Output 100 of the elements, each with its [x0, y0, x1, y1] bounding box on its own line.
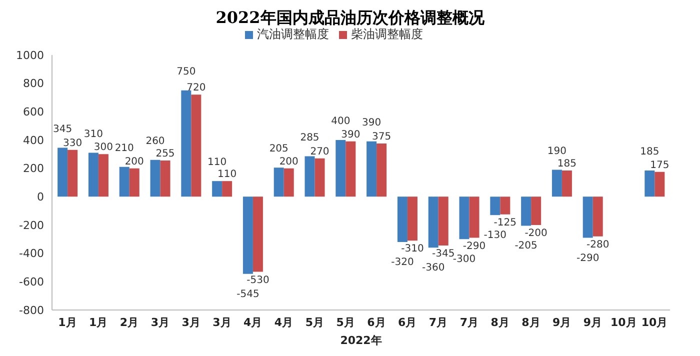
x-tick-label: 10月	[610, 316, 637, 329]
y-tick-label: 800	[23, 77, 44, 90]
x-tick-label: 4月	[244, 316, 262, 329]
data-label: 390	[362, 117, 382, 128]
x-tick-label: 7月	[460, 316, 478, 329]
data-label: 300	[94, 142, 114, 154]
data-label: 185	[557, 158, 577, 170]
bar	[469, 196, 480, 238]
x-tick-label: 1月	[58, 316, 77, 329]
bar	[160, 160, 170, 197]
bar	[274, 168, 284, 197]
data-label: 310	[84, 128, 104, 140]
data-label: -290	[462, 240, 486, 252]
legend-label: 汽油调整幅度	[257, 27, 329, 41]
y-tick-label: -800	[19, 304, 44, 317]
bar	[119, 166, 130, 197]
bar	[222, 181, 232, 197]
data-label: -200	[524, 228, 548, 239]
bar	[438, 196, 448, 246]
data-label: 345	[53, 124, 72, 135]
data-label: -125	[494, 217, 517, 228]
y-tick-label: 600	[23, 106, 44, 119]
x-tick-label: 3月	[150, 316, 170, 329]
data-label: -290	[576, 252, 600, 264]
bar	[552, 170, 562, 197]
bar	[582, 196, 593, 238]
chart-title: 2022年国内成品油历次价格调整概况	[214, 8, 486, 28]
data-label: 270	[310, 146, 330, 158]
data-label: -345	[432, 248, 455, 260]
bar	[428, 196, 438, 248]
data-label: 110	[208, 157, 227, 168]
data-label: 285	[300, 132, 320, 144]
y-tick-label: 200	[23, 162, 44, 176]
bar	[397, 196, 408, 242]
x-tick-label: 3月	[182, 316, 200, 329]
x-tick-label: 9月	[552, 316, 572, 329]
bar	[562, 170, 572, 197]
bar	[284, 168, 294, 197]
data-label: 375	[372, 132, 392, 143]
data-label: 750	[176, 66, 196, 78]
data-label: -130	[484, 230, 507, 242]
x-tick-label: 7月	[428, 316, 448, 329]
data-label: -280	[586, 239, 610, 250]
bar	[304, 156, 315, 197]
data-label: 255	[156, 148, 175, 160]
data-label: 200	[124, 156, 144, 168]
data-label: -310	[401, 244, 424, 255]
y-tick-label: 0	[37, 190, 44, 204]
data-label: -320	[391, 257, 414, 268]
data-label: 260	[146, 136, 165, 147]
x-tick-label: 9月	[583, 316, 602, 329]
data-label: 175	[650, 160, 670, 171]
bar	[592, 196, 603, 236]
x-tick-label: 4月	[274, 316, 294, 329]
x-tick-label: 8月	[490, 316, 510, 329]
bar	[129, 168, 140, 197]
bar	[191, 94, 202, 197]
x-tick-label: 1月	[89, 316, 108, 329]
data-label: 200	[279, 156, 298, 168]
y-tick-label: -600	[19, 276, 44, 289]
bar	[150, 160, 160, 197]
data-label: 210	[114, 142, 134, 154]
bar	[336, 140, 346, 197]
bar	[252, 196, 263, 272]
bar	[490, 196, 500, 216]
data-label: -545	[236, 288, 260, 300]
bar	[407, 196, 418, 241]
data-label: 110	[218, 169, 237, 180]
bar	[242, 196, 253, 274]
bar	[58, 148, 68, 197]
bar	[459, 196, 470, 240]
bar	[314, 158, 325, 197]
x-tick-label: 8月	[522, 316, 540, 329]
x-tick-label: 6月	[398, 316, 417, 329]
data-label: 400	[331, 116, 350, 127]
y-tick-label: -200	[19, 218, 44, 232]
data-label: -530	[246, 274, 270, 286]
data-label: 390	[341, 129, 360, 140]
x-tick-label: 6月	[367, 316, 386, 329]
x-axis-title: 2022年	[340, 334, 382, 347]
data-label: 185	[640, 146, 660, 158]
bar	[181, 90, 192, 197]
data-label: -300	[452, 254, 476, 266]
data-label: -205	[514, 240, 538, 252]
bar	[531, 196, 542, 225]
bar	[366, 141, 377, 197]
x-tick-label: 10月	[641, 316, 668, 329]
data-label: 330	[63, 138, 82, 149]
x-tick-label: 3月	[212, 316, 232, 329]
y-tick-label: 400	[23, 134, 44, 147]
x-tick-label: 5月	[305, 316, 324, 329]
bar	[644, 170, 655, 197]
bar	[654, 172, 665, 197]
bar	[500, 196, 510, 214]
legend-label: 柴油调整幅度	[351, 27, 423, 41]
bar	[98, 154, 108, 197]
bar	[68, 150, 78, 197]
data-label: 720	[186, 82, 206, 94]
bar	[521, 196, 532, 226]
y-tick-label: 1000	[16, 48, 44, 62]
